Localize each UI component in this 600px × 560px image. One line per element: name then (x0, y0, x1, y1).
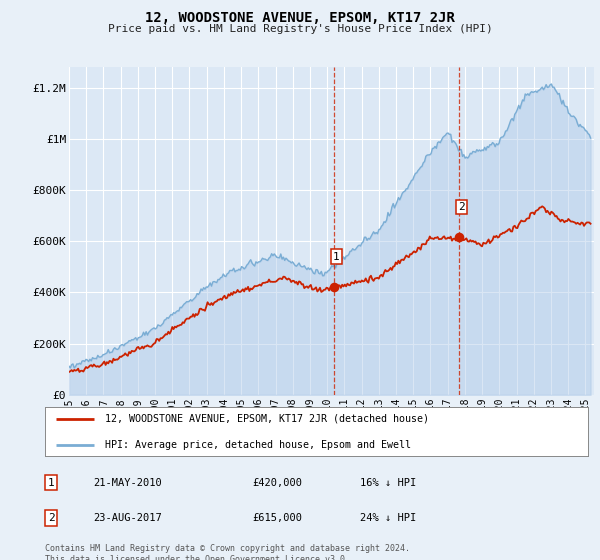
Text: 1: 1 (333, 251, 340, 262)
Point (329, 283, 338, 292)
Point (454, 233, 464, 242)
Text: 16% ↓ HPI: 16% ↓ HPI (360, 478, 416, 488)
Text: 21-MAY-2010: 21-MAY-2010 (93, 478, 162, 488)
Text: HPI: Average price, detached house, Epsom and Ewell: HPI: Average price, detached house, Epso… (105, 440, 411, 450)
Text: 12, WOODSTONE AVENUE, EPSOM, KT17 2JR (detached house): 12, WOODSTONE AVENUE, EPSOM, KT17 2JR (d… (105, 414, 429, 424)
Text: 1: 1 (47, 478, 55, 488)
Text: 23-AUG-2017: 23-AUG-2017 (93, 513, 162, 523)
Text: 24% ↓ HPI: 24% ↓ HPI (360, 513, 416, 523)
Text: Price paid vs. HM Land Registry's House Price Index (HPI): Price paid vs. HM Land Registry's House … (107, 24, 493, 34)
Text: 2: 2 (458, 202, 464, 212)
Text: 2: 2 (47, 513, 55, 523)
Text: 12, WOODSTONE AVENUE, EPSOM, KT17 2JR: 12, WOODSTONE AVENUE, EPSOM, KT17 2JR (145, 11, 455, 25)
Text: £615,000: £615,000 (252, 513, 302, 523)
Text: £420,000: £420,000 (252, 478, 302, 488)
Text: Contains HM Land Registry data © Crown copyright and database right 2024.
This d: Contains HM Land Registry data © Crown c… (45, 544, 410, 560)
